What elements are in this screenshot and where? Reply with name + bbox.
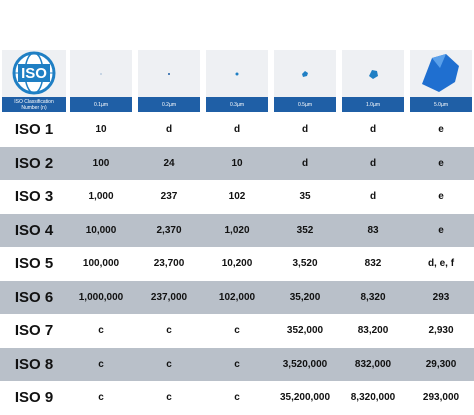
- table-cell: 832,000: [354, 358, 392, 370]
- table-row: [0, 347, 474, 381]
- table-cell: 35: [299, 191, 311, 203]
- row-header: ISO 6: [14, 288, 54, 306]
- table-cell: 2,370: [156, 224, 182, 236]
- table-cell: 35,200,000: [279, 392, 331, 404]
- logo-band: [18, 64, 50, 82]
- table-cell: 83,200: [357, 325, 389, 337]
- table-cell: 352,000: [286, 325, 324, 337]
- table-cell: 293: [432, 291, 450, 303]
- table-row: [0, 381, 474, 415]
- table-cell: c: [98, 358, 104, 370]
- table-cell: d, e, f: [427, 258, 455, 270]
- row-header: ISO 3: [14, 188, 54, 206]
- table-cell: 352: [296, 224, 314, 236]
- table-cell: d: [301, 124, 309, 136]
- particle-facet: [432, 54, 446, 68]
- particle: [235, 72, 239, 76]
- row-header: ISO 2: [14, 154, 54, 172]
- table-cell: 3,520: [292, 258, 318, 270]
- table-cell: e: [438, 191, 444, 203]
- table-cell: 1,000,000: [78, 291, 124, 303]
- table-cell: 8,320: [360, 291, 386, 303]
- table-row: [0, 314, 474, 348]
- table-cell: 293,000: [422, 392, 460, 404]
- row-header: ISO 4: [14, 221, 54, 239]
- table-cell: c: [166, 358, 172, 370]
- table-row: [0, 280, 474, 314]
- row-header: ISO 1: [14, 121, 54, 139]
- table-cell: c: [166, 392, 172, 404]
- table-cell: c: [98, 392, 104, 404]
- table-cell: 10,200: [221, 258, 253, 270]
- table-cell: 8,320,000: [350, 392, 396, 404]
- table-cell: 24: [163, 157, 175, 169]
- table-cell: 1,020: [224, 224, 250, 236]
- table-cell: 102: [228, 191, 246, 203]
- table-cell: d: [369, 191, 377, 203]
- table-cell: 237,000: [150, 291, 188, 303]
- particle: [302, 71, 308, 77]
- logo-text: ISO: [21, 65, 47, 82]
- table-cell: 29,300: [425, 358, 457, 370]
- row-header: ISO 9: [14, 389, 54, 407]
- table-cell: d: [165, 124, 173, 136]
- header-graphics: ISO: [2, 50, 459, 97]
- table-cell: 832: [364, 258, 382, 270]
- table-cell: c: [234, 358, 240, 370]
- size-label: 0.1µm: [70, 97, 132, 112]
- table-cell: 35,200: [289, 291, 321, 303]
- table-row: [0, 180, 474, 214]
- table-cell: 100: [92, 157, 110, 169]
- table-cell: d: [301, 157, 309, 169]
- table-cell: 23,700: [153, 258, 185, 270]
- table-cell: d: [369, 157, 377, 169]
- table-cell: 1,000: [88, 191, 114, 203]
- table-cell: 10,000: [85, 224, 117, 236]
- table-row: [0, 247, 474, 281]
- table-cell: d: [369, 124, 377, 136]
- size-label: 1.0µm: [342, 97, 404, 112]
- table-cell: d: [233, 124, 241, 136]
- table-cell: 102,000: [218, 291, 256, 303]
- table-cell: 237: [160, 191, 178, 203]
- row-header: ISO 7: [14, 322, 54, 340]
- table-cell: e: [438, 224, 444, 236]
- size-label: 5.0µm: [410, 97, 472, 112]
- table-cell: e: [438, 157, 444, 169]
- table-cell: 3,520,000: [282, 358, 328, 370]
- particle: [422, 54, 459, 92]
- table-cell: 83: [367, 224, 379, 236]
- header-label: ISO Classification Number (n): [2, 97, 66, 112]
- particle: [369, 70, 378, 79]
- table-cell: 10: [95, 124, 107, 136]
- table-row: [0, 146, 474, 180]
- row-header: ISO 5: [14, 255, 54, 273]
- table-row: [0, 213, 474, 247]
- table-cell: c: [234, 325, 240, 337]
- size-label: 0.5µm: [274, 97, 336, 112]
- row-header: ISO 8: [14, 355, 54, 373]
- table-cell: c: [166, 325, 172, 337]
- table-cell: e: [438, 124, 444, 136]
- size-label: 0.3µm: [206, 97, 268, 112]
- size-label: 0.2µm: [138, 97, 200, 112]
- particle: [168, 73, 170, 75]
- particle: [100, 73, 102, 75]
- table-cell: 100,000: [82, 258, 120, 270]
- table-cell: c: [234, 392, 240, 404]
- table-cell: 2,930: [428, 325, 454, 337]
- table-cell: c: [98, 325, 104, 337]
- table-cell: 10: [231, 157, 243, 169]
- table-row: [0, 113, 474, 147]
